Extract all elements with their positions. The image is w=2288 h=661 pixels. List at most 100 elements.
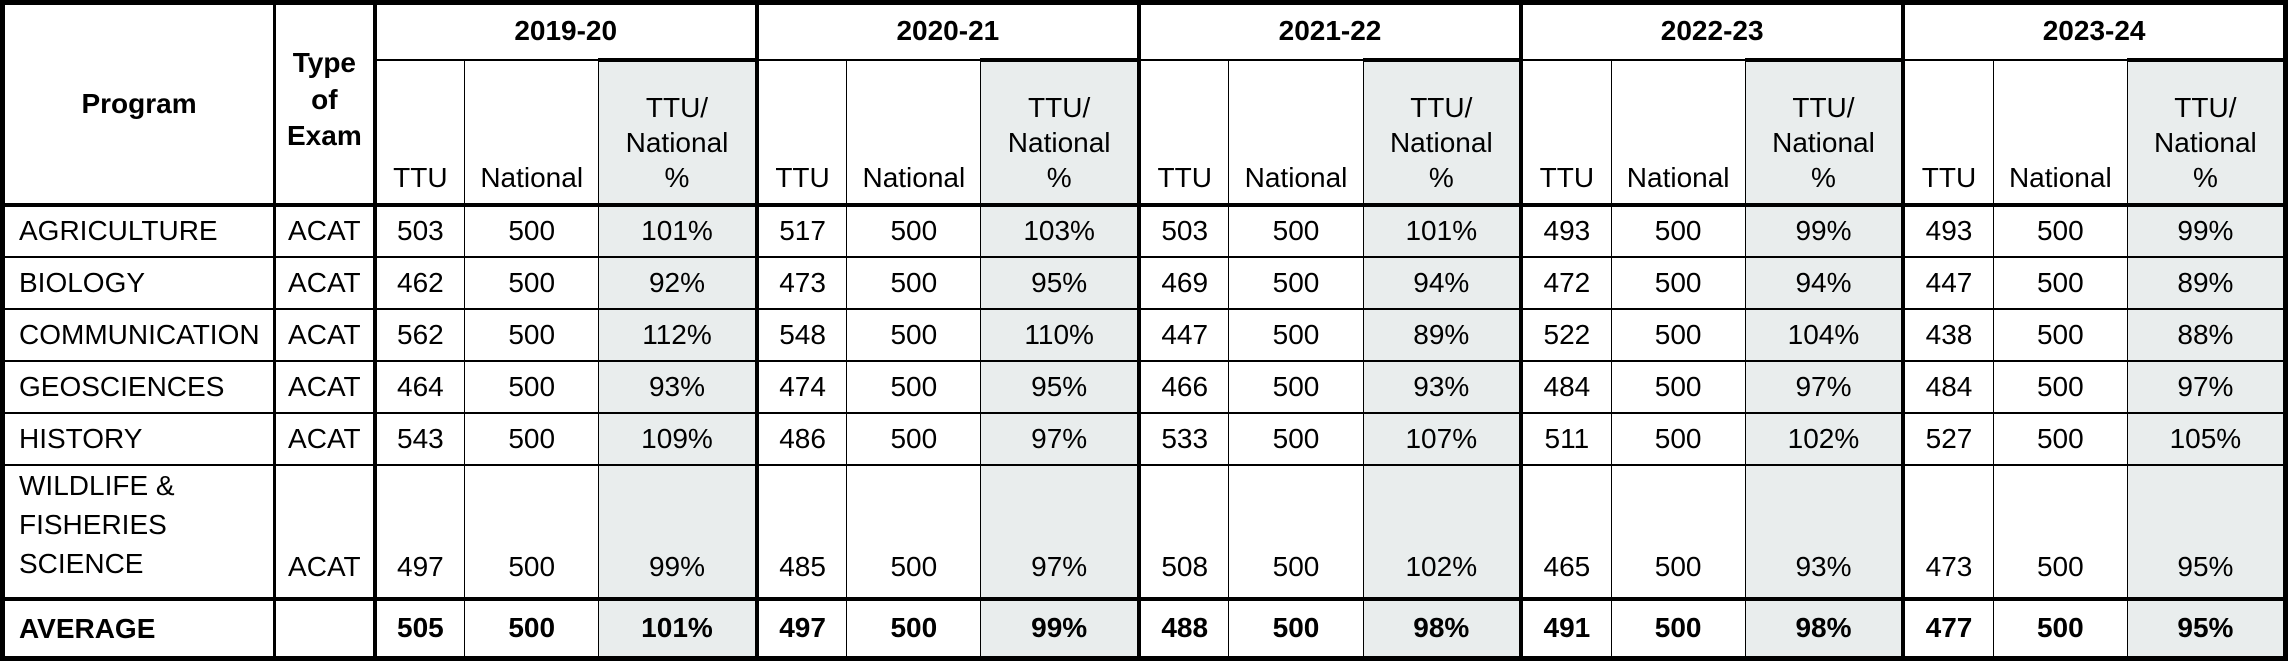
national-column-header-4: National	[1992, 58, 2128, 207]
average-ratio-value-cell: 101%	[598, 597, 759, 660]
year-header-2019-20: 2019-20	[374, 1, 759, 61]
ttu-national-pct-header-line: TTU/	[1028, 91, 1091, 123]
average-national-value-cell: 500	[846, 597, 982, 660]
exam-type-cell: ACAT	[274, 255, 377, 310]
ttu-value-cell: 486	[756, 411, 848, 466]
program-cell: HISTORY	[1, 411, 277, 466]
national-value-cell: 500	[464, 255, 600, 310]
ttu-value-cell: 503	[374, 203, 466, 258]
ttu-national-pct-header-line: %	[664, 161, 690, 193]
national-value-cell: 500	[464, 411, 600, 466]
ttu-value-cell: 562	[374, 307, 466, 362]
national-value-cell: 500	[1992, 359, 2128, 414]
exam-type-cell: ACAT	[274, 307, 377, 362]
ratio-value-cell: 101%	[598, 203, 759, 258]
ttu-national-pct-header-line: TTU/	[645, 91, 709, 123]
average-ttu-value-cell: 488	[1138, 597, 1230, 660]
ttu-column-header-0: TTU	[374, 58, 466, 207]
type-of-exam-header-line: of	[311, 83, 338, 115]
ttu-national-pct-header-line: %	[1428, 161, 1454, 193]
ratio-value-cell: 112%	[598, 307, 759, 362]
ttu-national-pct-column-header-4: TTU/National%	[2126, 57, 2288, 207]
ratio-value-cell: 110%	[980, 307, 1141, 362]
ratio-value-cell: 95%	[980, 255, 1141, 310]
ttu-national-pct-header-line: National	[2154, 126, 2257, 158]
ttu-value-cell: 548	[756, 307, 848, 362]
ttu-value-cell: 485	[756, 463, 848, 601]
national-value-cell: 500	[1992, 203, 2128, 258]
ttu-column-header-1: TTU	[756, 58, 848, 207]
table-row-wildlife-fisheries-science: WILDLIFE & FISHERIES SCIENCE ACAT 497 500 99%…	[1, 463, 2288, 601]
ttu-value-cell: 472	[1520, 255, 1612, 310]
national-value-cell: 500	[464, 359, 600, 414]
ratio-value-cell: 99%	[598, 463, 759, 601]
program-cell-line: FISHERIES SCIENCE	[19, 508, 167, 579]
ttu-value-cell: 522	[1520, 307, 1612, 362]
ttu-value-cell: 511	[1520, 411, 1612, 466]
ttu-value-cell: 473	[756, 255, 848, 310]
average-ttu-value-cell: 477	[1902, 597, 1994, 660]
national-value-cell: 500	[464, 307, 600, 362]
program-column-header: Program	[1, 1, 277, 207]
national-value-cell: 500	[846, 307, 982, 362]
national-value-cell: 500	[1228, 307, 1364, 362]
national-value-cell: 500	[1610, 359, 1746, 414]
average-national-value-cell: 500	[1228, 597, 1364, 660]
ttu-value-cell: 462	[374, 255, 466, 310]
national-value-cell: 500	[846, 255, 982, 310]
ratio-value-cell: 95%	[980, 359, 1141, 414]
ttu-value-cell: 484	[1520, 359, 1612, 414]
ttu-national-pct-header-line: TTU/	[2174, 91, 2237, 123]
national-value-cell: 500	[464, 203, 600, 258]
ttu-national-pct-header-line: %	[2192, 161, 2218, 193]
ttu-value-cell: 465	[1520, 463, 1612, 601]
ratio-value-cell: 97%	[980, 463, 1141, 601]
national-value-cell: 500	[1228, 463, 1364, 601]
ratio-value-cell: 102%	[1362, 463, 1524, 601]
ttu-value-cell: 493	[1520, 203, 1612, 258]
ratio-value-cell: 107%	[1362, 411, 1524, 466]
program-cell: WILDLIFE & FISHERIES SCIENCE	[1, 463, 277, 601]
ratio-value-cell: 95%	[2126, 463, 2288, 601]
year-header-2022-23: 2022-23	[1520, 1, 1906, 61]
ratio-value-cell: 93%	[598, 359, 759, 414]
year-header-2023-24: 2023-24	[1902, 1, 2288, 61]
national-value-cell: 500	[846, 463, 982, 601]
ttu-value-cell: 533	[1138, 411, 1230, 466]
national-value-cell: 500	[846, 411, 982, 466]
table-row-biology: BIOLOGY ACAT 462 500 92% 473 500 95% 469 500 94% 47…	[1, 255, 2288, 310]
national-value-cell: 500	[1992, 255, 2128, 310]
type-of-exam-header-line: Exam	[287, 119, 362, 151]
ratio-value-cell: 102%	[1744, 411, 1906, 466]
ttu-value-cell: 466	[1138, 359, 1230, 414]
national-value-cell: 500	[1992, 463, 2128, 601]
exam-type-cell: ACAT	[274, 203, 377, 258]
ttu-value-cell: 527	[1902, 411, 1994, 466]
average-national-value-cell: 500	[1992, 597, 2128, 660]
national-value-cell: 500	[1610, 203, 1746, 258]
national-value-cell: 500	[1228, 203, 1364, 258]
ratio-value-cell: 88%	[2126, 307, 2288, 362]
program-cell: COMMUNICATION	[1, 307, 277, 362]
national-value-cell: 500	[1228, 359, 1364, 414]
ttu-column-header-3: TTU	[1520, 58, 1612, 207]
national-column-header-3: National	[1610, 58, 1746, 207]
ttu-value-cell: 473	[1902, 463, 1994, 601]
ttu-value-cell: 503	[1138, 203, 1230, 258]
exam-type-cell: ACAT	[274, 411, 377, 466]
average-row: AVERAGE 505 500 101% 497 500 99% 488 500 98% 491 50…	[1, 597, 2288, 660]
ratio-value-cell: 93%	[1362, 359, 1524, 414]
ttu-value-cell: 493	[1902, 203, 1994, 258]
national-value-cell: 500	[1610, 255, 1746, 310]
ttu-value-cell: 543	[374, 411, 466, 466]
program-cell-line: GEOSCIENCES	[19, 370, 225, 402]
ratio-value-cell: 97%	[2126, 359, 2288, 414]
ttu-column-header-2: TTU	[1138, 58, 1230, 207]
ttu-value-cell: 474	[756, 359, 848, 414]
year-header-2021-22: 2021-22	[1138, 1, 1524, 61]
ttu-national-pct-header-line: TTU/	[1792, 91, 1855, 123]
ttu-national-pct-column-header-2: TTU/National%	[1362, 57, 1524, 207]
average-national-value-cell: 500	[464, 597, 600, 660]
exam-type-cell: ACAT	[274, 359, 377, 414]
